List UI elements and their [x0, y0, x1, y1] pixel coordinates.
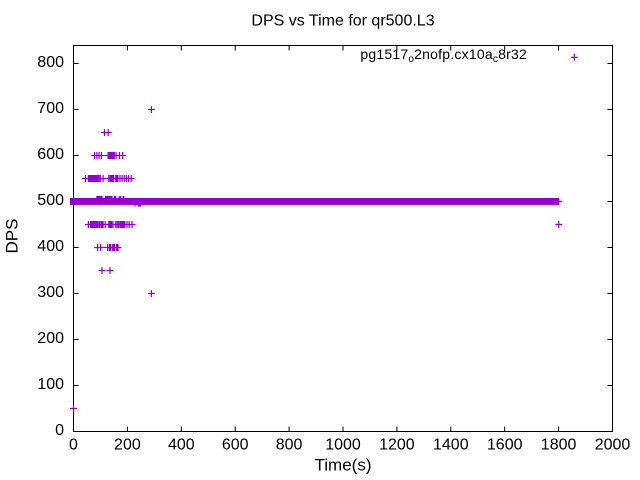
svg-text:300: 300	[37, 284, 64, 301]
svg-text:600: 600	[37, 146, 64, 163]
svg-text:800: 800	[37, 54, 64, 71]
svg-text:800: 800	[276, 437, 303, 454]
svg-text:1800: 1800	[541, 437, 577, 454]
svg-text:400: 400	[37, 238, 64, 255]
svg-text:DPS vs Time for qr500.L3: DPS vs Time for qr500.L3	[251, 13, 434, 30]
svg-text:DPS: DPS	[3, 219, 22, 254]
svg-text:400: 400	[168, 437, 195, 454]
svg-text:2000: 2000	[595, 437, 631, 454]
svg-text:200: 200	[37, 330, 64, 347]
svg-text:100: 100	[37, 376, 64, 393]
svg-text:600: 600	[222, 437, 249, 454]
svg-text:200: 200	[114, 437, 141, 454]
svg-text:1400: 1400	[433, 437, 469, 454]
svg-text:1200: 1200	[379, 437, 415, 454]
svg-text:700: 700	[37, 100, 64, 117]
svg-text:pg1517o2nofp.cx10ac8r32: pg1517o2nofp.cx10ac8r32	[360, 46, 527, 65]
svg-text:1600: 1600	[487, 437, 523, 454]
svg-text:Time(s): Time(s)	[315, 456, 372, 475]
svg-text:500: 500	[37, 192, 64, 209]
svg-text:0: 0	[55, 422, 64, 439]
svg-text:0: 0	[69, 437, 78, 454]
svg-text:1000: 1000	[325, 437, 361, 454]
